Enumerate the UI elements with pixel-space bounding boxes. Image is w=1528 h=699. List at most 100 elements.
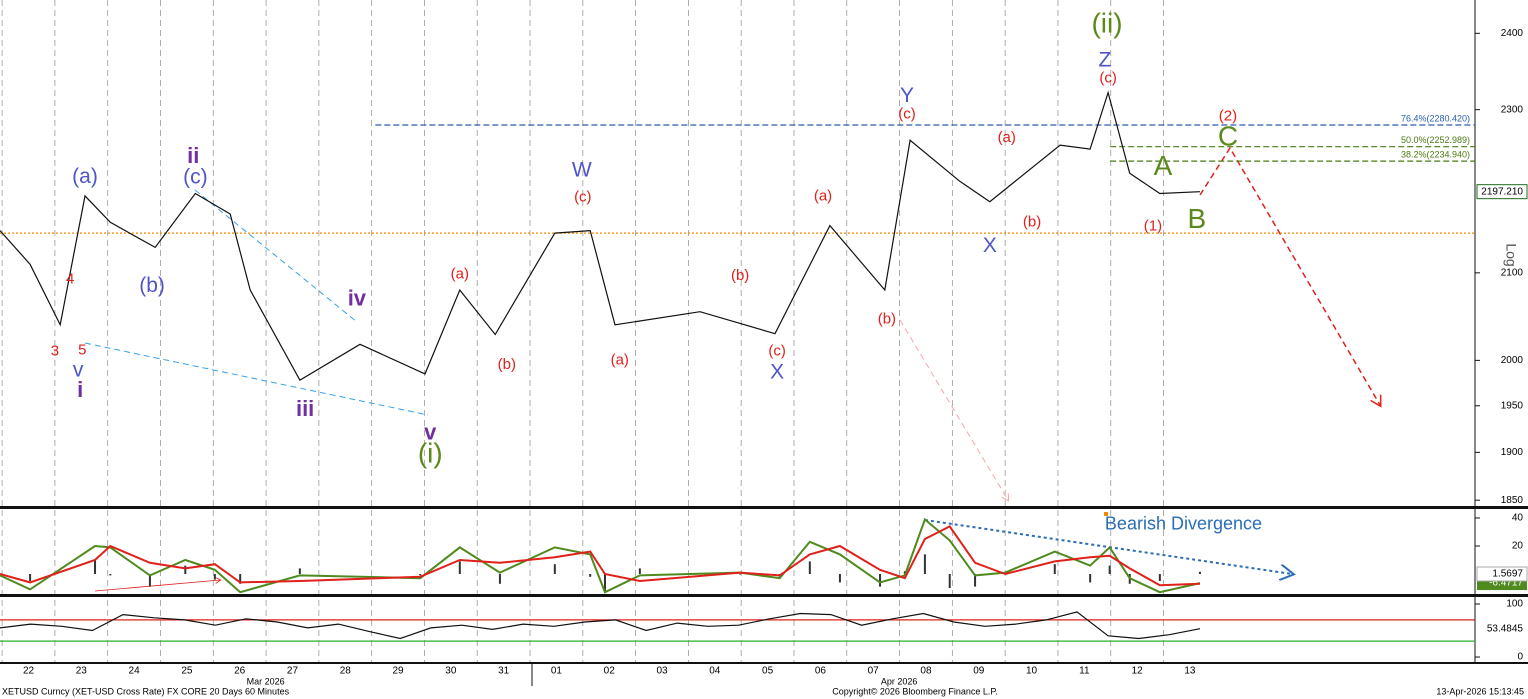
level-label: 50.0%(2252.989) [1401, 135, 1470, 145]
x-tick-label: 29 [392, 666, 404, 677]
x-tick-label: 26 [234, 666, 246, 677]
x-tick-label: 22 [23, 666, 35, 677]
histogram-bar [239, 573, 242, 584]
projection-arrow [1199, 146, 1380, 405]
x-tick-label: 09 [973, 666, 985, 677]
annotation: X [770, 361, 784, 384]
histogram-bar [879, 573, 882, 587]
divergence-arrow [94, 580, 220, 592]
histogram-bar [808, 561, 811, 574]
annotation: Y [900, 84, 914, 107]
histogram-bar [148, 573, 151, 587]
annotation: W [572, 158, 592, 181]
annotation: (i) [418, 438, 443, 469]
x-tick-label: 04 [709, 666, 721, 677]
last-value-label: 1.5697 [1492, 569, 1523, 580]
annotation: ii [187, 143, 199, 168]
annotation: B [1187, 203, 1206, 234]
last-value-box [1476, 566, 1528, 582]
annotation: (a) [611, 351, 629, 368]
x-tick-label: 12 [1132, 666, 1144, 677]
last-value-label: -6.4717 [1489, 578, 1523, 589]
y-tick-label: 1950 [1501, 400, 1524, 411]
annotation: (a) [72, 165, 98, 188]
histogram-bar [458, 561, 461, 574]
y-tick-label: 2400 [1501, 28, 1524, 39]
series-line [0, 525, 1201, 587]
grid [1, 0, 1164, 662]
series-line [0, 611, 1201, 640]
histogram-bar [94, 559, 97, 574]
annotation: (a) [998, 129, 1016, 146]
annotation: v [424, 419, 437, 444]
marker [1104, 512, 1108, 516]
x-tick-label: 06 [815, 666, 827, 677]
histogram-bar [184, 565, 187, 574]
annotation: (a) [814, 188, 832, 205]
footer-right: 13-Apr-2026 15:13:45 [1436, 686, 1524, 696]
annotation: (b) [878, 311, 896, 328]
x-tick-label: 07 [868, 666, 880, 677]
annotation: (c) [768, 342, 786, 359]
last-value-label: 53.4845 [1487, 623, 1524, 634]
annotation: 3 [51, 342, 59, 359]
histogram-bar [29, 573, 32, 581]
x-tick-label: 08 [920, 666, 932, 677]
x-tick-label: 02 [604, 666, 616, 677]
histogram-bar [838, 573, 841, 583]
histogram-bar [589, 573, 592, 577]
annotation: (a) [451, 266, 469, 283]
annotation: (b) [139, 274, 165, 297]
histogram-bar [948, 573, 951, 588]
histogram-bar [603, 573, 606, 593]
histogram-bar [1198, 571, 1201, 574]
x-tick-label: 28 [340, 666, 352, 677]
annotation: (b) [498, 356, 516, 373]
y-tick-label: 0 [1517, 652, 1523, 663]
y-tick-label: 2000 [1501, 355, 1524, 366]
annotation: 4 [66, 271, 74, 288]
y-tick-label: 100 [1506, 599, 1523, 610]
annotation: i [77, 377, 83, 402]
x-tick-label: 31 [498, 666, 510, 677]
last-value-box [1477, 621, 1527, 636]
histogram-bar [923, 554, 926, 574]
histogram-bar [638, 568, 641, 574]
annotation: 5 [78, 341, 86, 358]
trend-line [84, 342, 429, 416]
x-tick-label: 13 [1184, 666, 1196, 677]
histogram-bar [1158, 573, 1161, 581]
x-tick-label: 10 [1026, 666, 1038, 677]
x-tick-label: 23 [76, 666, 88, 677]
annotation: iv [348, 285, 367, 310]
histogram-bar [498, 573, 501, 584]
histogram-bar [1108, 565, 1111, 574]
footer-left: XETUSD Curncy (XET-USD Cross Rate) FX CO… [2, 686, 290, 696]
annotation: (ii) [1091, 8, 1122, 39]
trend-line [194, 189, 358, 323]
y-tick-label: 2300 [1501, 104, 1524, 115]
annotation: (c) [1099, 70, 1117, 87]
level-label: 38.2%(2234.940) [1401, 150, 1470, 160]
annotation: (2) [1219, 108, 1237, 125]
histogram-bar [1053, 564, 1056, 574]
level-label: 76.4%(2280.420) [1401, 113, 1470, 123]
panel-border [0, 662, 1528, 664]
panel-border [0, 506, 1528, 509]
y-tick-label: 1850 [1501, 495, 1524, 506]
annotation: (b) [1023, 213, 1041, 230]
histogram-bar [553, 564, 556, 574]
last-value-label: 2197.210 [1481, 186, 1523, 197]
y-tick-label: 20 [1512, 541, 1524, 552]
x-tick-label: 03 [656, 666, 668, 677]
footer-center: Copyright© 2026 Bloomberg Finance L.P. [832, 686, 998, 696]
last-value-box [1476, 184, 1528, 200]
month-label: Mar 2026 [247, 676, 285, 686]
histogram-bar [213, 573, 216, 580]
x-tick-label: 27 [287, 666, 299, 677]
annotation: Z [1099, 49, 1112, 72]
annotation: Bearish Divergence [1105, 514, 1262, 534]
annotation: (1) [1144, 217, 1162, 234]
